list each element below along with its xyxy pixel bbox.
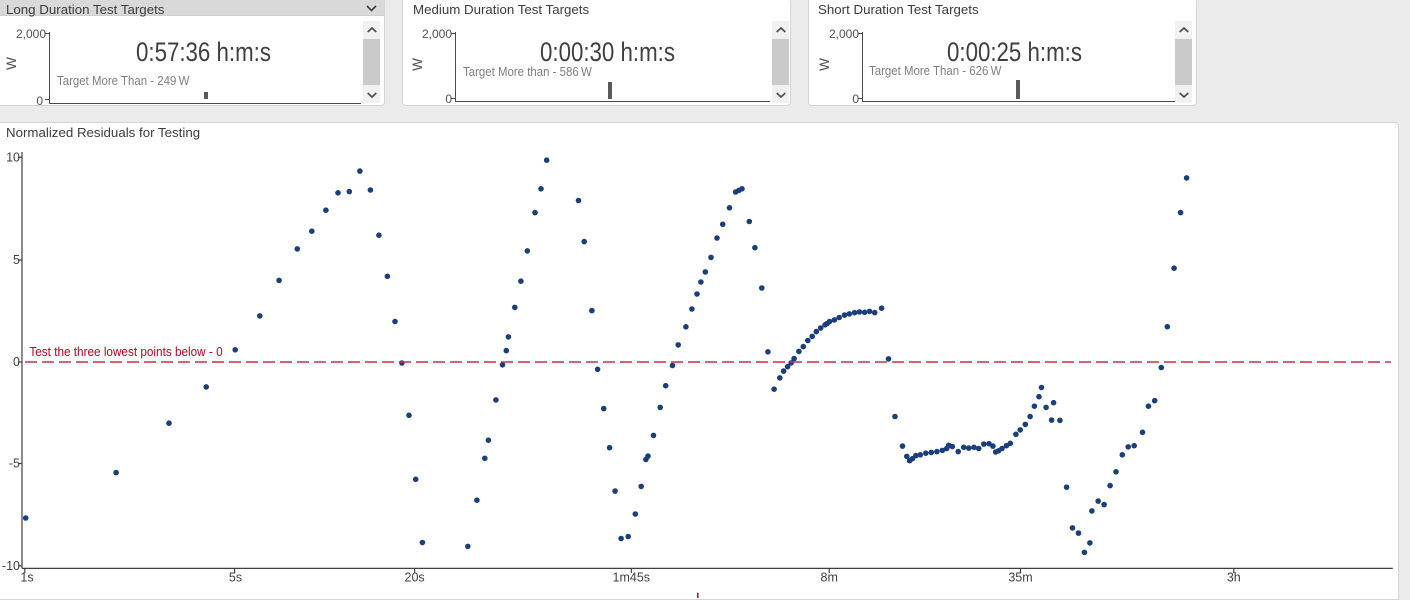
svg-text:Test the three lowest points b: Test the three lowest points below - 0 xyxy=(29,344,222,359)
svg-text:0: 0 xyxy=(13,355,20,369)
svg-text:-5: -5 xyxy=(9,457,20,471)
svg-text:8m: 8m xyxy=(821,571,838,585)
svg-text:5: 5 xyxy=(13,253,20,267)
svg-text:3h: 3h xyxy=(1227,571,1241,585)
svg-text:10: 10 xyxy=(6,151,20,165)
svg-text:1m45s: 1m45s xyxy=(613,571,651,585)
svg-text:35m: 35m xyxy=(1008,571,1032,585)
svg-text:-10: -10 xyxy=(2,559,20,573)
svg-text:5s: 5s xyxy=(229,571,242,585)
svg-text:1s: 1s xyxy=(20,571,33,585)
svg-text:20s: 20s xyxy=(405,571,425,585)
